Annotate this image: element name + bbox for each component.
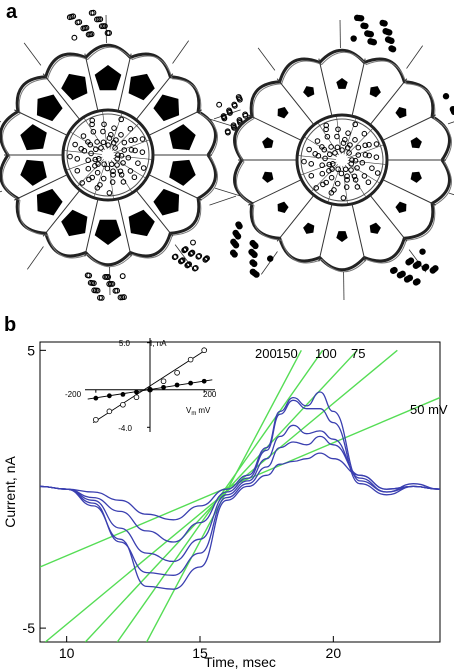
x-axis-ticks: 10 15 20: [59, 636, 341, 661]
inset-open-point: [93, 416, 99, 423]
iv-inset: I, nA 5.0 -4.0 -200 200 Vm mV: [65, 338, 217, 433]
inset-open-point: [160, 378, 167, 385]
inset-open-points: [93, 347, 207, 423]
inset-filled-point: [93, 395, 99, 401]
y-axis-ticks: 5 -5: [23, 342, 46, 636]
inset-y-tick-top: 5.0: [119, 339, 131, 348]
current-trace: [40, 391, 440, 521]
x-tick-label: 15: [192, 645, 208, 661]
inset-open-point: [187, 356, 194, 363]
y-axis-label: Current, nA: [2, 456, 18, 528]
inset-filled-point: [174, 382, 180, 388]
inset-x-label: Vm mV: [186, 406, 211, 417]
inset-open-point: [106, 408, 113, 415]
plot-frame: [39, 341, 441, 643]
inset-filled-points: [93, 378, 207, 401]
inset-filled-point: [106, 393, 112, 399]
fit-line-label: 50 mV: [410, 402, 448, 417]
fit-line-label: 150: [276, 346, 298, 361]
current-trace: [40, 424, 440, 563]
fit-lines: [40, 349, 440, 642]
fit-line-label: 100: [315, 346, 337, 361]
inset-filled-point: [120, 392, 126, 397]
current-trace: [40, 399, 440, 543]
inset-x-tick-right: 200: [203, 390, 217, 399]
current-traces: [40, 391, 440, 590]
inset-filled-point: [188, 380, 194, 386]
x-axis-label: Time, msec: [204, 654, 276, 670]
fit-line-label: 75: [351, 346, 365, 361]
fit-line-label: 200: [255, 346, 277, 361]
cross-section-left: [0, 9, 249, 301]
inset-filled-point: [201, 378, 207, 384]
y-tick-label: 5: [27, 342, 35, 358]
inset-fit-line: [92, 348, 208, 423]
y-tick-label: -5: [23, 620, 36, 636]
current-trace: [40, 435, 440, 576]
fit-line-labels: 200 150 100 75 50 mV: [255, 346, 448, 417]
inset-axes: [85, 338, 215, 432]
inset-filled-point: [134, 389, 139, 395]
inset-open-point: [174, 369, 180, 376]
inset-y-label: I, nA: [150, 339, 167, 348]
inset-y-tick-bottom: -4.0: [118, 424, 132, 433]
inset-filled-point: [147, 387, 153, 393]
panel-a-label: a: [6, 1, 18, 23]
x-tick-label: 20: [326, 645, 342, 661]
inset-filled-point: [161, 384, 166, 390]
inset-open-point: [120, 401, 126, 408]
inset-open-point: [201, 347, 207, 354]
panel-b-label: b: [4, 314, 17, 336]
inset-x-tick-left: -200: [65, 390, 82, 399]
fit-line: [44, 349, 398, 642]
current-trace: [40, 452, 440, 590]
cross-section-right: [208, 14, 454, 300]
x-tick-label: 10: [59, 645, 75, 661]
inset-open-point: [133, 394, 140, 401]
